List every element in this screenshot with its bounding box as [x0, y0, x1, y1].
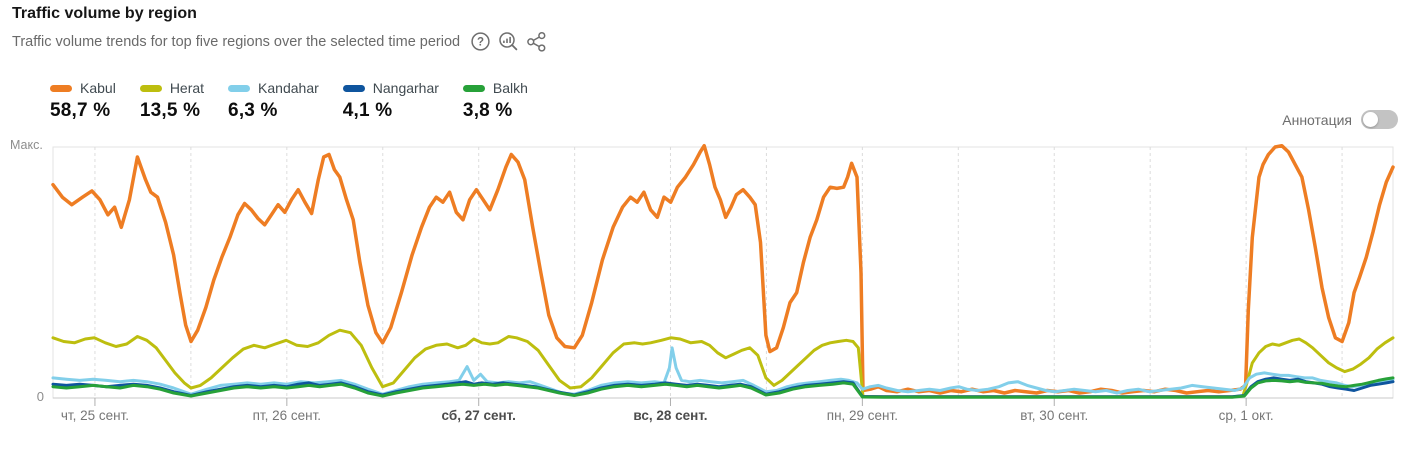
- legend-swatch: [462, 84, 485, 92]
- share-icon[interactable]: [526, 31, 547, 52]
- legend-item-herat[interactable]: Herat 13,5 %: [139, 80, 205, 122]
- x-axis-label-6: ср, 1 окт.: [1218, 408, 1274, 423]
- x-axis-label-5: вт, 30 сент.: [1020, 408, 1089, 423]
- plot-border: [52, 146, 1394, 399]
- legend-value: 3,8 %: [462, 100, 513, 121]
- legend-label: Kandahar: [258, 80, 319, 96]
- legend-label: Balkh: [492, 80, 528, 96]
- y-axis-max-label: Макс.: [10, 138, 43, 152]
- series-line-balkh: [51, 376, 1395, 399]
- legend-item-nangarhar[interactable]: Nangarhar 4,1 %: [342, 80, 439, 122]
- help-icon[interactable]: ?: [470, 31, 491, 52]
- annotation-control: Аннотация: [1282, 110, 1398, 129]
- svg-text:?: ?: [477, 37, 484, 49]
- x-axis-label-3: вс, 28 сент.: [633, 408, 708, 423]
- legend-swatch: [342, 84, 365, 92]
- subtitle-row: Traffic volume trends for top five regio…: [12, 31, 547, 52]
- legend-item-balkh[interactable]: Balkh 3,8 %: [462, 80, 528, 122]
- legend-swatch: [228, 84, 251, 92]
- series-line-kandahar: [51, 346, 1395, 396]
- legend-label: Nangarhar: [372, 80, 439, 96]
- header-icons: ?: [470, 31, 547, 52]
- legend-label: Herat: [169, 80, 205, 96]
- x-axis-label-2: сб, 27 сент.: [441, 408, 516, 423]
- toggle-knob: [1363, 112, 1378, 127]
- zoom-chart-icon[interactable]: [498, 31, 519, 52]
- legend-value: 58,7 %: [50, 100, 111, 121]
- annotation-toggle[interactable]: [1361, 110, 1398, 129]
- x-axis-label-1: пт, 26 сент.: [252, 408, 322, 423]
- legend-value: 13,5 %: [139, 100, 201, 121]
- annotation-label: Аннотация: [1282, 111, 1352, 128]
- legend: Kabul 58,7 % Herat 13,5 % Kandahar 6,3 % Nanga…: [50, 80, 552, 122]
- y-axis-zero-label: 0: [36, 389, 44, 404]
- legend-swatch: [50, 84, 72, 92]
- page-subtitle: Traffic volume trends for top five regio…: [12, 33, 461, 50]
- legend-value: 6,3 %: [228, 100, 278, 121]
- page-title: Traffic volume by region: [12, 5, 197, 22]
- series-line-kabul: [51, 143, 1395, 395]
- legend-item-kandahar[interactable]: Kandahar 6,3 %: [228, 80, 319, 122]
- x-axis-label-0: чт, 25 сент.: [60, 408, 130, 423]
- x-axis-labels: чт, 25 сент. пт, 26 сент. сб, 27 сент. вс, …: [0, 408, 1414, 430]
- legend-value: 4,1 %: [342, 100, 393, 121]
- legend-item-kabul[interactable]: Kabul 58,7 %: [50, 80, 116, 122]
- x-axis-label-4: пн, 29 сент.: [826, 408, 898, 423]
- legend-swatch: [139, 84, 162, 92]
- legend-label: Kabul: [80, 80, 116, 96]
